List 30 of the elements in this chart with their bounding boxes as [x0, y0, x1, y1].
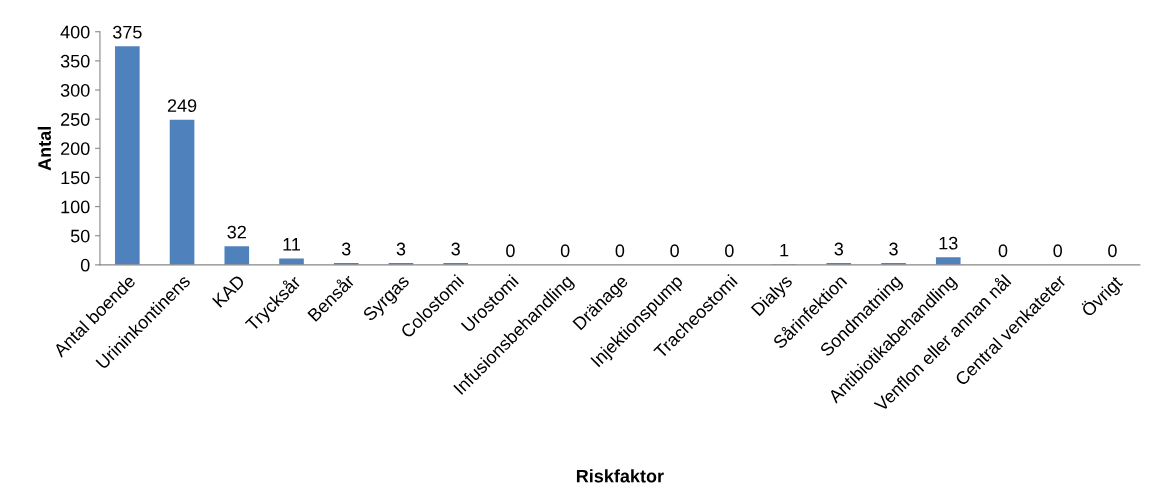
y-tick-label: 0	[80, 258, 90, 272]
data-label: 3	[451, 242, 460, 256]
y-tick-label: 300	[60, 83, 90, 97]
x-axis-title: Riskfaktor	[576, 469, 664, 483]
data-label: 0	[560, 244, 570, 258]
data-label: 3	[834, 242, 844, 256]
y-axis-title: Antal	[37, 127, 51, 171]
data-label: 13	[939, 236, 958, 250]
data-label: 3	[396, 242, 406, 256]
data-label: 0	[615, 244, 625, 258]
data-label: 0	[998, 244, 1008, 258]
y-tick-label: 200	[61, 142, 90, 156]
y-tick-label: 50	[70, 229, 90, 243]
data-label: 249	[167, 99, 197, 113]
data-label: 32	[227, 225, 246, 239]
data-label: 0	[1053, 244, 1063, 258]
data-label: 375	[112, 25, 142, 39]
data-label: 11	[283, 238, 301, 251]
y-tick-label: 100	[61, 200, 90, 214]
data-label: 0	[670, 244, 679, 258]
data-label: 0	[1108, 244, 1117, 258]
data-label: 1	[780, 243, 789, 257]
data-label: 3	[889, 242, 898, 256]
data-label: 0	[725, 244, 734, 258]
y-tick-label: 400	[60, 25, 90, 39]
y-tick-label: 250	[61, 113, 90, 126]
data-label: 0	[506, 244, 515, 258]
y-tick-label: 150	[61, 171, 90, 185]
data-label: 3	[341, 242, 351, 256]
y-tick-label: 350	[60, 54, 90, 68]
